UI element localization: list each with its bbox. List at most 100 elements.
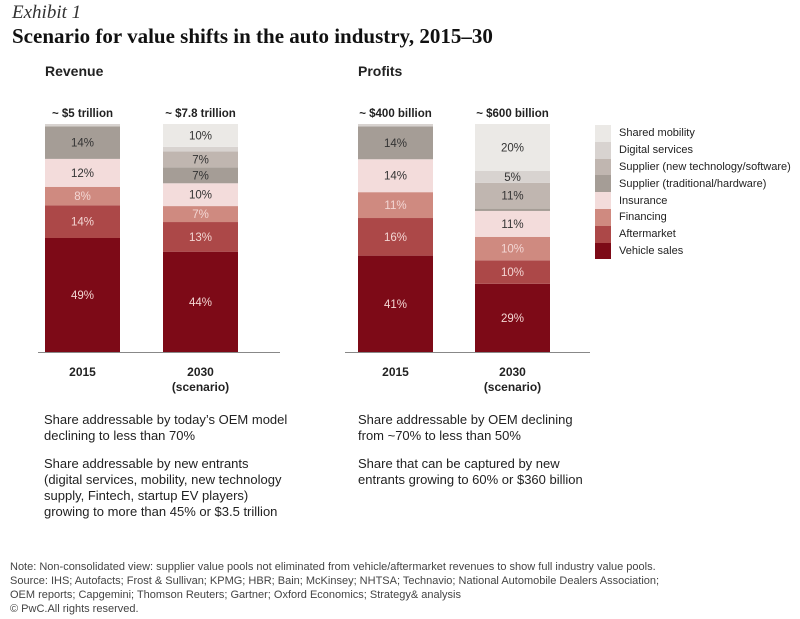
bar-segment bbox=[45, 124, 120, 127]
profits-title: Profits bbox=[358, 63, 403, 79]
legend-label: Vehicle sales bbox=[619, 244, 684, 257]
total-label: ~ $400 billion bbox=[359, 108, 432, 120]
data-label: 49% bbox=[71, 290, 94, 302]
bar-segment bbox=[358, 126, 433, 160]
legend-swatch bbox=[595, 125, 611, 142]
revenue-note-2: Share addressable by new entrants (digit… bbox=[44, 456, 282, 519]
category-label: 2015 bbox=[69, 365, 96, 379]
data-label: 10% bbox=[501, 244, 524, 256]
footer-note: Note: Non-consolidated view: supplier va… bbox=[10, 561, 656, 573]
footer: Note: Non-consolidated view: supplier va… bbox=[10, 560, 659, 616]
legend-swatch bbox=[595, 175, 611, 193]
bar-segment bbox=[475, 260, 550, 284]
bar-segment bbox=[163, 167, 238, 184]
legend-swatch bbox=[595, 141, 611, 159]
bar-segment bbox=[358, 124, 433, 127]
data-label: 5% bbox=[504, 172, 521, 184]
legend-swatch bbox=[595, 192, 611, 209]
legend-swatch bbox=[595, 208, 611, 226]
data-label: 11% bbox=[501, 219, 523, 231]
bar-segment bbox=[45, 126, 120, 159]
total-label: ~ $7.8 trillion bbox=[165, 108, 236, 120]
data-label: 10% bbox=[189, 190, 212, 202]
chart-title: Scenario for value shifts in the auto in… bbox=[12, 24, 493, 48]
legend: Shared mobility Digital services Supplier … bbox=[595, 125, 791, 260]
bar-segment bbox=[163, 183, 238, 207]
revenue-note-1: Share addressable by today’s OEM model d… bbox=[44, 412, 288, 443]
legend-item: Supplier (new technology/software) bbox=[595, 158, 791, 176]
stacked-bar-charts: 49% 14% 8% 12% 14% ~ $5 trillion 2015 44% 13% 7% 1… bbox=[38, 108, 590, 394]
data-label: 8% bbox=[74, 191, 91, 203]
data-label: 41% bbox=[384, 299, 407, 311]
profits-note-1: Share addressable by OEM declining from … bbox=[358, 412, 573, 443]
legend-item: Financing bbox=[595, 208, 791, 226]
bar-segment bbox=[358, 218, 433, 256]
profits-note-2: Share that can be captured by new entran… bbox=[358, 456, 583, 487]
bar-segment bbox=[475, 208, 550, 211]
data-label: 13% bbox=[189, 232, 212, 244]
exhibit-label: Exhibit 1 bbox=[12, 2, 82, 23]
bar-segment bbox=[45, 238, 120, 352]
bar-segment bbox=[475, 182, 550, 209]
bar-segment bbox=[358, 159, 433, 193]
legend-item: Supplier (traditional/hardware) bbox=[595, 175, 791, 193]
legend-item: Shared mobility bbox=[595, 125, 791, 142]
legend-swatch bbox=[595, 225, 611, 243]
bar-segment bbox=[163, 151, 238, 168]
legend-swatch bbox=[595, 158, 611, 176]
category-label: 2015 bbox=[382, 365, 409, 379]
data-label: 14% bbox=[71, 138, 94, 150]
legend-label: Financing bbox=[619, 211, 667, 224]
footer-source: Source: IHS; Autofacts; Frost & Sullivan… bbox=[10, 575, 660, 587]
data-label: 10% bbox=[189, 130, 212, 142]
revenue-title: Revenue bbox=[45, 63, 104, 79]
bar-segment bbox=[475, 283, 550, 352]
legend-label: Digital services bbox=[619, 144, 693, 157]
bar-segment bbox=[475, 171, 550, 183]
data-label: 7% bbox=[192, 154, 209, 166]
bar-segment bbox=[45, 158, 120, 187]
bar-segment bbox=[163, 251, 238, 352]
bar-segment bbox=[475, 236, 550, 261]
data-label: 14% bbox=[384, 138, 407, 150]
bar-segment bbox=[163, 206, 238, 223]
bar-segment bbox=[475, 124, 550, 172]
bar-segment bbox=[45, 186, 120, 206]
total-label: ~ $600 billion bbox=[476, 108, 549, 120]
bar-segment bbox=[163, 146, 238, 152]
footer-source-cont: OEM reports; Capgemini; Thomson Reuters;… bbox=[10, 589, 461, 601]
footer-copyright: © PwC.All rights reserved. bbox=[10, 603, 139, 615]
legend-item: Aftermarket bbox=[595, 225, 791, 243]
bar-segment bbox=[45, 205, 120, 238]
bar-segment bbox=[358, 192, 433, 219]
legend-swatch bbox=[595, 242, 611, 260]
bar-segment bbox=[475, 210, 550, 237]
category-label: 2030 bbox=[187, 365, 214, 379]
legend-label: Shared mobility bbox=[619, 127, 695, 140]
data-label: 11% bbox=[501, 191, 523, 203]
legend-label: Insurance bbox=[619, 194, 668, 207]
bar-segment bbox=[163, 222, 238, 252]
legend-label: Aftermarket bbox=[619, 228, 676, 241]
category-label: (scenario) bbox=[484, 380, 541, 394]
legend-item: Insurance bbox=[595, 192, 791, 209]
data-label: 7% bbox=[192, 170, 209, 182]
data-label: 20% bbox=[501, 143, 524, 155]
data-label: 11% bbox=[384, 200, 406, 212]
data-label: 16% bbox=[384, 232, 407, 244]
data-label: 7% bbox=[192, 209, 209, 221]
total-label: ~ $5 trillion bbox=[52, 108, 113, 120]
legend-item: Digital services bbox=[595, 141, 791, 159]
data-label: 44% bbox=[189, 297, 212, 309]
category-label: (scenario) bbox=[172, 380, 229, 394]
bar-segment bbox=[358, 255, 433, 352]
legend-label: Supplier (traditional/hardware) bbox=[619, 177, 767, 190]
data-label: 14% bbox=[71, 217, 94, 229]
data-label: 10% bbox=[501, 267, 524, 279]
data-label: 12% bbox=[71, 168, 94, 180]
legend-item: Vehicle sales bbox=[595, 242, 791, 260]
bar-segment bbox=[163, 124, 238, 147]
data-label: 14% bbox=[384, 171, 407, 183]
category-label: 2030 bbox=[499, 365, 526, 379]
legend-label: Supplier (new technology/software) bbox=[619, 160, 791, 173]
